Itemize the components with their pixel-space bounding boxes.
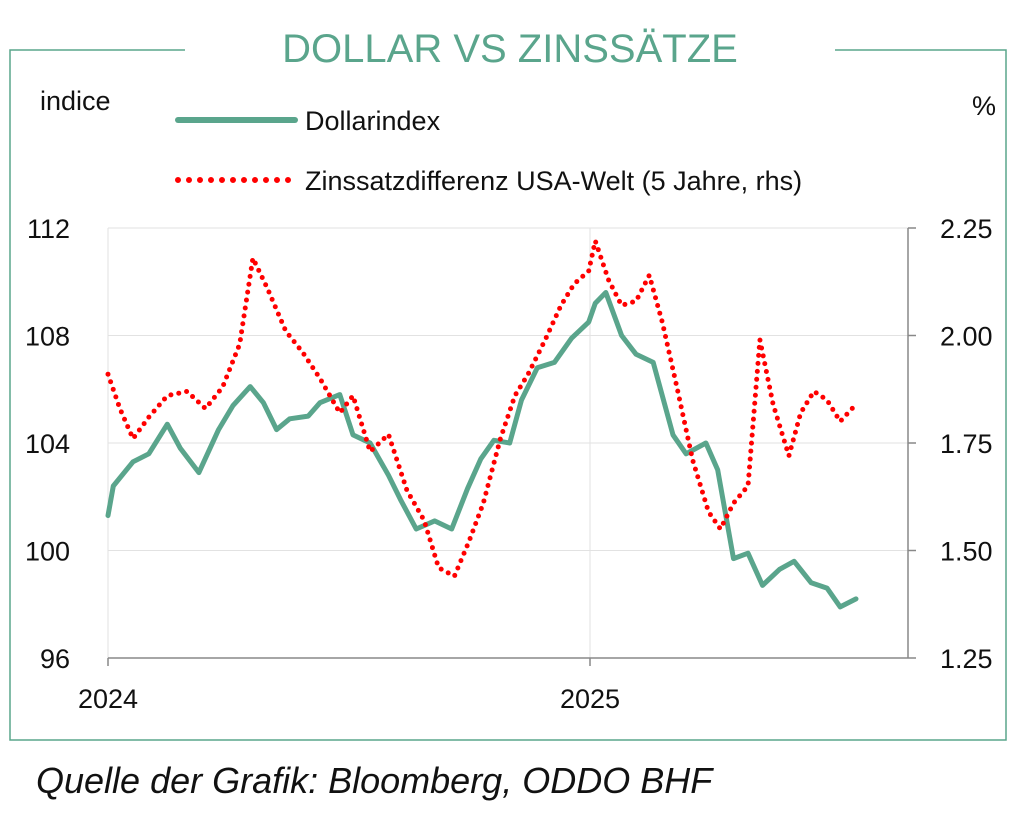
left-tick-label: 108: [25, 322, 70, 352]
left-tick-label: 104: [25, 429, 70, 459]
axes: [107, 227, 916, 666]
source-note: Quelle der Grafik: Bloomberg, ODDO BHF: [36, 760, 713, 801]
right-tick-label: 1.25: [940, 644, 993, 674]
left-tick-labels: 112 108 104 100 96: [25, 214, 70, 674]
x-tick-label: 2025: [560, 684, 620, 714]
left-tick-label: 112: [27, 214, 70, 244]
legend-label-spread: Zinssatzdifferenz USA-Welt (5 Jahre, rhs…: [305, 166, 802, 196]
frame-border: [9, 49, 1007, 741]
series-line-dollarindex: [105, 290, 859, 610]
series-line-spread: [105, 238, 859, 579]
right-tick-label: 1.50: [940, 537, 993, 567]
right-tick-labels: 2.25 2.00 1.75 1.50 1.25: [940, 214, 993, 674]
right-tick-label: 1.75: [940, 429, 993, 459]
plot-area: [105, 238, 859, 610]
x-tick-labels: 2024 2025: [78, 684, 620, 714]
legend-label-dollarindex: Dollarindex: [305, 106, 441, 136]
right-tick-label: 2.00: [940, 322, 993, 352]
left-tick-label: 100: [25, 537, 70, 567]
chart-title: DOLLAR VS ZINSSÄTZE: [282, 27, 738, 71]
right-axis-label: %: [972, 91, 996, 121]
x-tick-label: 2024: [78, 684, 138, 714]
left-tick-label: 96: [40, 644, 70, 674]
left-axis-label: indice: [40, 86, 111, 116]
right-tick-label: 2.25: [940, 214, 993, 244]
legend: Dollarindex Zinssatzdifferenz USA-Welt (…: [175, 106, 802, 196]
